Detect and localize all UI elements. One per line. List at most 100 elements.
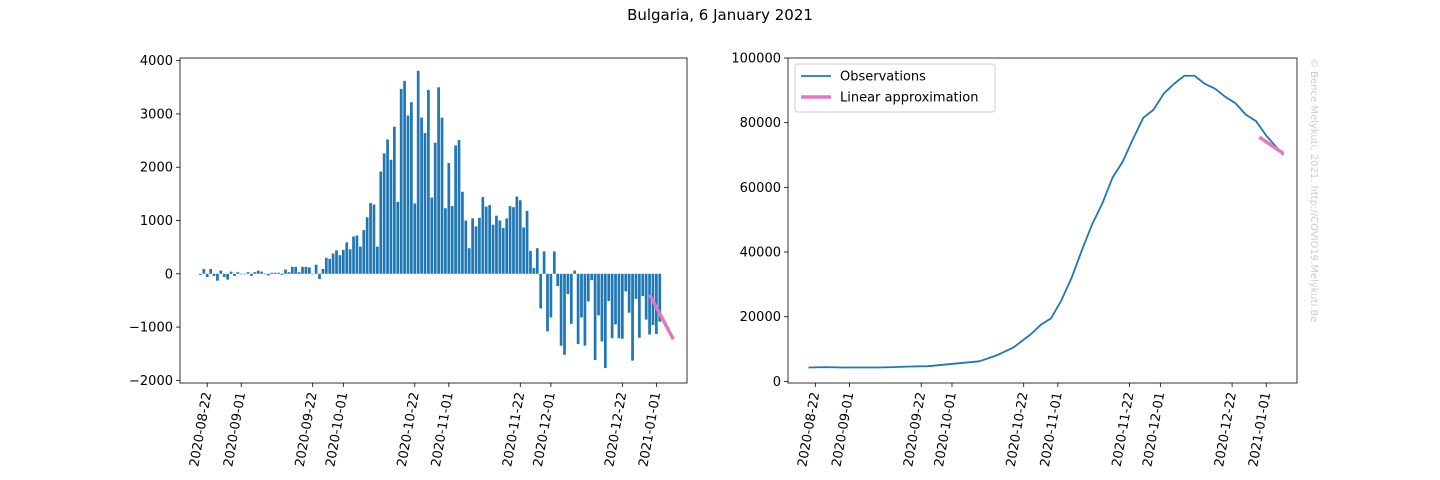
bar — [491, 224, 495, 274]
right-y-tick-label: 60000 — [740, 181, 781, 196]
watermark: © Bence Melykuti, 2021. http://COVID19.M… — [1308, 58, 1319, 322]
bar — [512, 207, 515, 274]
right-x-tick-label: 2020-10-01 — [932, 391, 960, 468]
legend-box — [794, 63, 996, 113]
bar — [273, 272, 277, 274]
bar — [233, 273, 236, 276]
bar — [209, 268, 212, 274]
bar — [433, 142, 437, 274]
bar — [375, 246, 379, 274]
bar — [399, 88, 403, 274]
left-x-tick-label: 2020-10-22 — [395, 391, 423, 468]
bar — [471, 218, 474, 274]
bar — [341, 249, 345, 274]
bar — [369, 202, 372, 274]
bar — [444, 208, 447, 274]
left-y-tick-label: 1000 — [140, 214, 173, 229]
linear-approximation-line — [1258, 135, 1285, 155]
bar — [372, 204, 376, 274]
right-x-tick-label: 2020-08-22 — [795, 391, 823, 468]
bar — [590, 273, 594, 281]
bar — [226, 273, 229, 280]
bar — [212, 273, 216, 276]
bar — [253, 272, 257, 274]
right-x-tick-label: 2020-09-01 — [830, 391, 858, 468]
bar — [423, 133, 427, 274]
bar — [474, 226, 478, 274]
bar — [280, 273, 284, 275]
bar — [522, 227, 526, 274]
bar — [410, 102, 413, 274]
bar — [552, 251, 556, 274]
bar — [199, 273, 202, 275]
bar — [505, 218, 509, 274]
bar — [328, 258, 332, 274]
left-y-tick-label: 4000 — [140, 54, 173, 69]
right-x-tick-label: 2020-11-22 — [1110, 391, 1138, 468]
bar — [287, 272, 291, 274]
bar — [307, 267, 311, 274]
bar — [563, 273, 566, 355]
bar — [236, 272, 240, 274]
bar — [638, 273, 641, 338]
bar — [413, 203, 417, 274]
right-x-tick-label: 2020-11-01 — [1038, 391, 1066, 468]
bar — [263, 273, 267, 275]
bar — [450, 206, 454, 274]
bar — [658, 273, 662, 322]
bar — [535, 248, 539, 274]
bar — [508, 206, 512, 274]
left-y-tick-label: −2000 — [129, 374, 173, 389]
bar — [345, 242, 349, 274]
bar — [284, 269, 287, 274]
bar — [277, 272, 281, 274]
bar — [416, 70, 420, 274]
bar — [648, 273, 651, 335]
bar — [294, 266, 298, 274]
bar — [352, 236, 355, 274]
bar — [501, 227, 505, 274]
bar — [389, 159, 393, 274]
right-x-tick-label: 2020-10-22 — [1004, 391, 1032, 468]
bar — [314, 264, 318, 274]
bar — [362, 230, 366, 274]
bar — [239, 273, 243, 275]
bar — [358, 246, 362, 274]
bar — [222, 273, 226, 277]
bar — [559, 273, 563, 346]
bar — [365, 217, 369, 274]
right-x-tick-label: 2020-12-22 — [1212, 391, 1240, 468]
bar — [348, 249, 352, 274]
bar — [355, 235, 359, 274]
left-y-tick-label: 3000 — [140, 107, 173, 122]
bar — [614, 273, 617, 325]
bar — [382, 153, 386, 274]
left-x-tick-label: 2020-10-01 — [323, 391, 351, 468]
bar — [569, 273, 573, 324]
bar — [379, 171, 383, 274]
bar — [556, 273, 560, 287]
right-y-tick-label: 100000 — [731, 52, 781, 67]
bar — [250, 273, 253, 276]
bar — [331, 253, 335, 274]
bar — [267, 273, 270, 276]
bar — [335, 250, 338, 274]
bar — [488, 205, 492, 274]
bar — [318, 273, 321, 280]
bar — [461, 191, 464, 274]
bar — [229, 271, 233, 274]
bar — [219, 270, 223, 274]
bar — [406, 115, 410, 274]
bar — [297, 272, 301, 274]
left-y-tick-label: 0 — [165, 267, 173, 282]
bar — [641, 273, 645, 297]
bar — [580, 273, 583, 318]
left-x-tick-label: 2021-01-01 — [636, 391, 664, 468]
left-x-tick-label: 2020-12-01 — [531, 391, 559, 468]
bar — [386, 139, 389, 274]
bar — [457, 140, 461, 274]
bar — [216, 273, 219, 281]
